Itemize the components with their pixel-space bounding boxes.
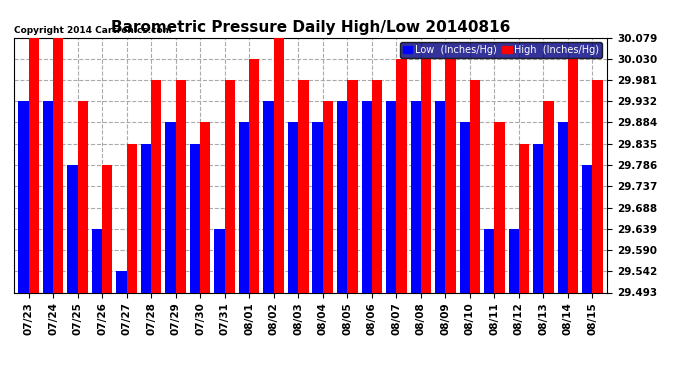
Bar [67,165,77,292]
Bar [274,38,284,292]
Bar [43,102,53,292]
Bar [593,80,603,292]
Bar [411,102,421,292]
Bar [362,102,372,292]
Bar [568,59,578,292]
Bar [53,38,63,292]
Legend: Low  (Inches/Hg), High  (Inches/Hg): Low (Inches/Hg), High (Inches/Hg) [400,42,602,58]
Bar [396,59,406,292]
Bar [166,122,176,292]
Text: Copyright 2014 Cartronics.com: Copyright 2014 Cartronics.com [14,26,172,35]
Bar [288,122,298,292]
Bar [92,229,102,292]
Bar [249,59,259,292]
Bar [533,144,544,292]
Bar [470,80,480,292]
Bar [176,80,186,292]
Title: Barometric Pressure Daily High/Low 20140816: Barometric Pressure Daily High/Low 20140… [111,20,510,35]
Bar [372,80,382,292]
Bar [225,80,235,292]
Bar [558,122,568,292]
Bar [151,80,161,292]
Bar [347,80,357,292]
Bar [435,102,445,292]
Bar [190,144,200,292]
Bar [460,122,470,292]
Bar [215,229,225,292]
Bar [77,102,88,292]
Bar [519,144,529,292]
Bar [544,102,554,292]
Bar [337,102,347,292]
Bar [126,144,137,292]
Bar [200,122,210,292]
Bar [239,122,249,292]
Bar [298,80,308,292]
Bar [323,102,333,292]
Bar [484,229,495,292]
Bar [313,122,323,292]
Bar [18,102,28,292]
Bar [386,102,396,292]
Bar [102,165,112,292]
Bar [445,59,455,292]
Bar [582,165,593,292]
Bar [264,102,274,292]
Bar [421,59,431,292]
Bar [28,38,39,292]
Bar [509,229,519,292]
Bar [117,271,126,292]
Bar [495,122,504,292]
Bar [141,144,151,292]
